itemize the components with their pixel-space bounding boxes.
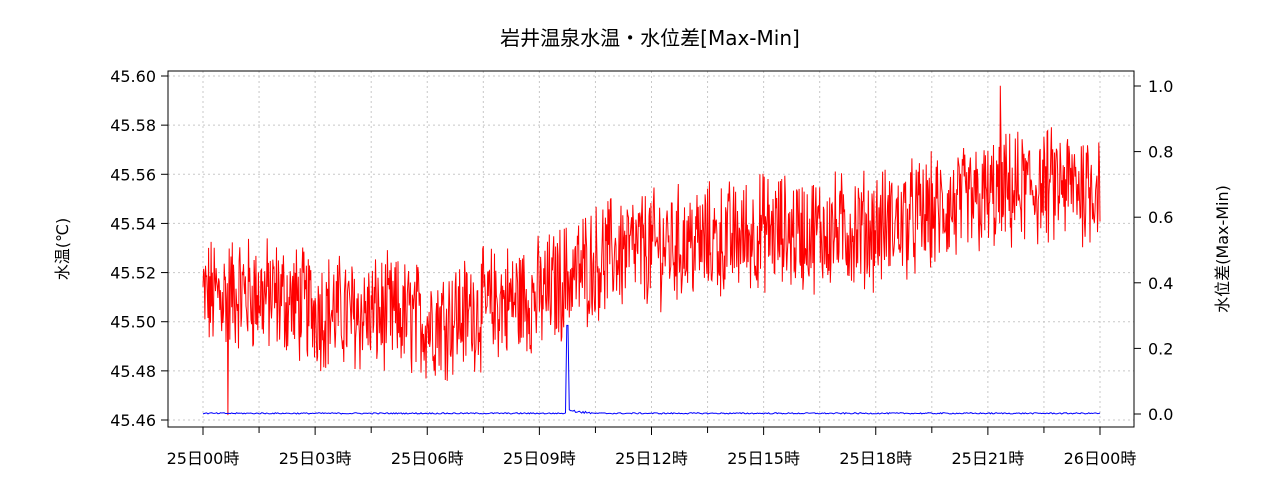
series-layer	[202, 85, 1101, 416]
x-tick-label: 25日09時	[503, 449, 576, 468]
y-tick-label: 45.48	[110, 362, 156, 381]
y-tick-label: 45.52	[110, 264, 156, 283]
y2-tick-label: 0.0	[1148, 405, 1173, 424]
y2-axis-label: 水位差(Max-Min)	[1213, 185, 1232, 313]
y-tick-label: 45.60	[110, 67, 156, 86]
x-tick-label: 25日00時	[167, 449, 240, 468]
y-tick-label: 45.50	[110, 313, 156, 332]
grid	[168, 71, 1134, 427]
x-tick-label: 25日18時	[839, 449, 912, 468]
y2-tick-label: 0.6	[1148, 208, 1173, 227]
chart-title: 岩井温泉水温・水位差[Max-Min]	[500, 26, 800, 50]
y-tick-label: 45.58	[110, 116, 156, 135]
x-tick-label: 25日15時	[727, 449, 800, 468]
y2-tick-label: 0.2	[1148, 339, 1173, 358]
y-axis-left: 45.46 45.48 45.50 45.52 45.54 45.56 45.58 45.60	[110, 67, 168, 430]
x-tick-label: 26日00時	[1064, 449, 1137, 468]
y-axis-label: 水温(℃)	[53, 218, 72, 280]
y2-tick-label: 0.8	[1148, 143, 1173, 162]
x-tick-label: 25日12時	[615, 449, 688, 468]
x-tick-label: 25日21時	[952, 449, 1025, 468]
water-temperature-line	[202, 85, 1101, 416]
water-level-difference-line	[202, 324, 1101, 415]
x-axis: 25日00時 25日03時 25日06時 25日09時 25日12時 25日15時 25日1…	[167, 427, 1137, 468]
y-tick-label: 45.46	[110, 411, 156, 430]
x-tick-label: 25日03時	[279, 449, 352, 468]
y-tick-label: 45.54	[110, 214, 156, 233]
y-tick-label: 45.56	[110, 165, 156, 184]
x-tick-label: 25日06時	[391, 449, 464, 468]
y2-tick-label: 0.4	[1148, 274, 1173, 293]
y-axis-right: 0.0 0.2 0.4 0.6 0.8 1.0	[1134, 77, 1173, 424]
y2-tick-label: 1.0	[1148, 77, 1173, 96]
